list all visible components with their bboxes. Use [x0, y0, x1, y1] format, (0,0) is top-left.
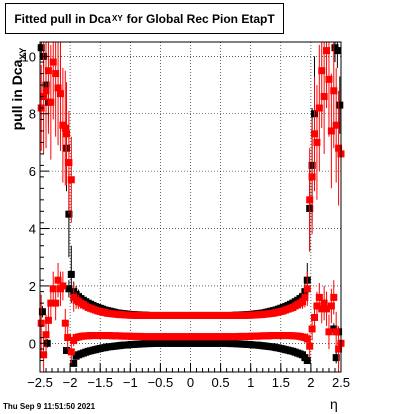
data-point: [306, 196, 314, 204]
data-point: [306, 342, 314, 350]
data-point: [330, 87, 338, 95]
data-point: [336, 101, 344, 109]
data-point: [325, 75, 333, 83]
data-point: [67, 348, 75, 356]
data-point: [42, 331, 50, 339]
data-point: [64, 334, 72, 342]
data-point: [303, 335, 311, 343]
data-point: [332, 328, 340, 336]
data-point: [330, 293, 338, 301]
data-point: [61, 319, 69, 327]
y-tick-label: 4: [29, 222, 36, 237]
data-point: [320, 299, 328, 307]
data-point: [327, 302, 335, 310]
data-point: [311, 313, 319, 321]
data-markers: [37, 42, 345, 372]
data-point: [318, 67, 326, 75]
x-tick-label: −1: [123, 375, 138, 390]
data-point: [298, 298, 306, 306]
data-point: [65, 159, 73, 167]
x-tick-label: −2: [63, 375, 78, 390]
data-point: [44, 67, 52, 75]
data-point: [61, 124, 69, 132]
data-point: [47, 98, 55, 106]
data-point: [327, 127, 335, 135]
y-axis-label: pull in DcaXY: [9, 34, 28, 144]
data-point: [42, 87, 50, 95]
data-point: [37, 44, 45, 52]
data-point: [332, 121, 340, 129]
data-point: [70, 359, 78, 367]
data-point: [54, 276, 62, 284]
x-tick-label: −1.5: [87, 375, 113, 390]
y-axis-label-main: pull in Dca: [9, 59, 25, 131]
x-tick-label: 1.5: [272, 375, 290, 390]
title-subscript: XY: [111, 14, 123, 23]
data-point: [315, 104, 323, 112]
data-point: [303, 357, 311, 365]
data-point: [40, 351, 48, 359]
x-tick-label: 1: [247, 375, 254, 390]
data-point: [52, 70, 60, 78]
data-point: [320, 93, 328, 101]
data-point: [62, 346, 70, 354]
y-tick-label: 10: [22, 49, 36, 64]
data-point: [315, 293, 323, 301]
x-tick-label: 2: [307, 375, 314, 390]
data-point: [67, 270, 75, 278]
x-tick-label: −2.5: [27, 375, 53, 390]
data-point: [56, 90, 64, 98]
data-point: [47, 299, 55, 307]
y-tick-label: 2: [29, 279, 36, 294]
data-point: [54, 84, 62, 92]
data-point: [335, 144, 343, 152]
x-tick-label: 2.5: [332, 375, 350, 390]
data-point: [301, 293, 309, 301]
x-axis-label: η: [330, 396, 338, 412]
data-point: [65, 285, 73, 293]
data-point: [325, 328, 333, 336]
x-tick-label: 0.5: [212, 375, 230, 390]
title-suffix: for Global Rec Pion EtapT: [126, 11, 275, 26]
data-point: [67, 176, 75, 184]
data-point: [332, 354, 340, 362]
x-tick-label: −0.5: [148, 375, 174, 390]
data-point: [335, 345, 343, 353]
data-point: [311, 130, 319, 138]
grid-lines: [40, 42, 341, 372]
data-point: [49, 285, 57, 293]
data-point: [308, 173, 316, 181]
data-point: [313, 138, 321, 146]
data-point: [37, 319, 45, 327]
data-point: [49, 58, 57, 66]
y-tick-label: 0: [29, 336, 36, 351]
y-tick-label: 6: [29, 164, 36, 179]
chart-title: Fitted pull in Dca XY for Global Rec Pion …: [5, 3, 284, 34]
data-point: [333, 47, 341, 55]
data-point: [44, 316, 52, 324]
y-tick-label: 8: [29, 107, 36, 122]
title-main: Fitted pull in Dca: [14, 11, 111, 26]
data-point: [38, 308, 46, 316]
x-tick-label: 0: [187, 375, 194, 390]
data-point: [308, 325, 316, 333]
axis-ticks: −2.5 −2 −1.5 −1 −0.5 0 0.5 1 1.5 2 2.5 0 2 4 6 8 10: [22, 49, 351, 390]
data-point: [52, 299, 60, 307]
data-point: [59, 282, 67, 290]
timestamp: Thu Sep 9 11:51:50 2021: [3, 402, 96, 411]
data-point: [313, 302, 321, 310]
data-point: [323, 47, 331, 55]
data-point: [303, 285, 311, 293]
data-point: [62, 130, 70, 138]
data-point: [323, 305, 331, 313]
data-point: [318, 305, 326, 313]
y-axis-label-subscript: XY: [18, 47, 28, 60]
